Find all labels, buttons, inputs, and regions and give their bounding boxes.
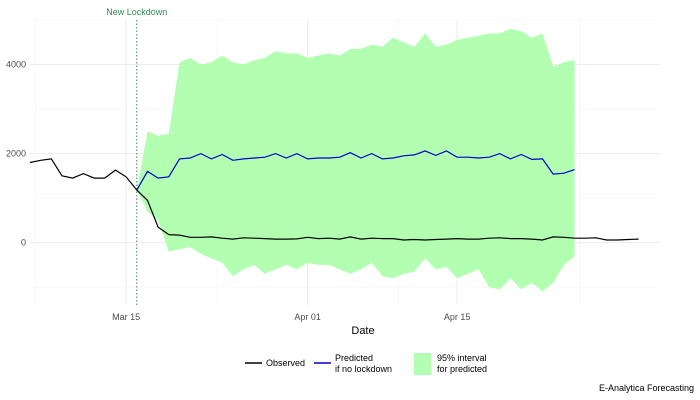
legend-predicted-label-line2: if no lockdown (335, 364, 392, 374)
caption: E-Analytica Forecasting (599, 383, 694, 393)
x-tick-label: Mar 15 (112, 312, 140, 322)
axis-layer: 0 2000 4000 Mar 15 Apr 01 Apr 15 (6, 60, 470, 322)
predicted-series-line (136, 150, 575, 191)
interval-layer (136, 28, 575, 292)
x-tick-label: Apr 15 (444, 312, 471, 322)
y-tick-label: 0 (21, 238, 26, 248)
legend-predicted-label-line1: Predicted (335, 353, 373, 363)
legend-interval-key (414, 353, 431, 375)
lockdown-marker-label: New Lockdown (106, 7, 167, 17)
legend: Observed Predicted if no lockdown 95% in… (245, 353, 487, 375)
legend-observed-label: Observed (266, 358, 305, 368)
legend-interval-label-line1: 95% interval (437, 353, 487, 363)
observed-series-line (29, 158, 639, 241)
series-layer (29, 150, 639, 241)
x-tick-label: Apr 01 (294, 312, 321, 322)
legend-interval-label-line2: for predicted (437, 364, 487, 374)
annotation-layer: New Lockdown (106, 7, 167, 305)
interval-ribbon (136, 28, 575, 292)
x-axis-title: Date (351, 325, 374, 337)
y-tick-label: 2000 (6, 149, 26, 159)
y-tick-label: 4000 (6, 60, 26, 70)
